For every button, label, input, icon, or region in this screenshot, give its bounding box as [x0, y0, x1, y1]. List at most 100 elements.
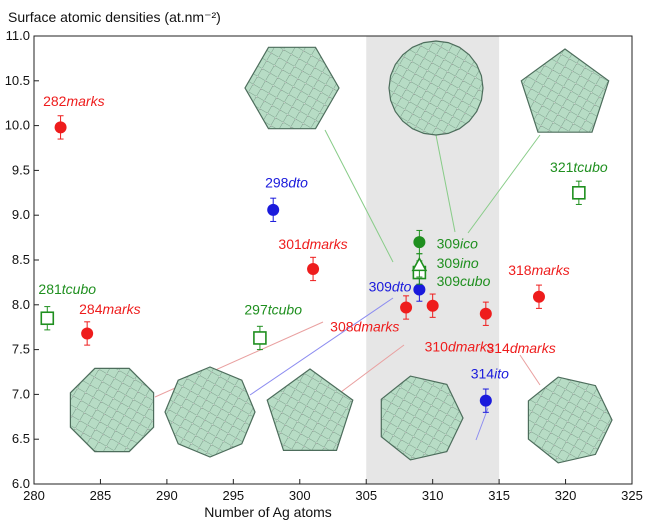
point-label-309ino: 309ino — [437, 255, 479, 271]
y-tick-label: 8.0 — [12, 297, 30, 312]
point-label-suffix: ino — [460, 255, 479, 271]
point-label-suffix: dto — [392, 278, 412, 294]
point-label-310dmarks: 310dmarks — [425, 338, 494, 354]
y-tick-label: 7.0 — [12, 386, 30, 401]
point-label-number: 321 — [550, 159, 574, 175]
y-tick-label: 10.0 — [5, 118, 30, 133]
point-label-number: 318 — [508, 262, 532, 278]
point-label-number: 301 — [278, 236, 302, 252]
y-tick-label: 9.0 — [12, 207, 30, 222]
data-point-297tcubo — [253, 331, 267, 345]
point-label-number: 309 — [437, 273, 461, 289]
point-label-number: 308 — [330, 319, 354, 335]
point-label-298dto: 298dto — [265, 174, 308, 190]
x-tick-label: 285 — [90, 488, 112, 503]
y-tick-label: 11.0 — [6, 28, 30, 43]
connector-line — [475, 407, 489, 441]
y-axis-title: Surface atomic densities (at.nm⁻²) — [8, 9, 221, 25]
point-label-suffix: cubo — [460, 273, 491, 289]
connector-line — [467, 134, 541, 234]
point-label-number: 282 — [43, 93, 67, 109]
point-label-suffix: dto — [288, 174, 308, 190]
cluster-model-image — [266, 368, 354, 451]
point-label-suffix: dmarks — [354, 319, 400, 335]
data-point-298dto — [267, 203, 280, 216]
point-label-number: 309 — [437, 255, 461, 271]
data-point-284marks — [81, 327, 94, 340]
data-point-314dmarks — [479, 307, 492, 320]
cluster-model-image — [388, 40, 484, 136]
data-point-281tcubo — [40, 311, 55, 326]
y-tick-label: 10.5 — [5, 73, 30, 88]
cluster-model-image — [69, 367, 155, 453]
connector-line — [324, 129, 394, 263]
y-tick-label: 9.5 — [12, 162, 30, 177]
data-point-309dto — [413, 283, 426, 296]
point-label-number: 281 — [38, 281, 62, 297]
data-point-314ito — [479, 394, 492, 407]
point-label-number: 310 — [425, 338, 449, 354]
point-label-suffix: ico — [460, 235, 478, 251]
y-tick-label: 6.0 — [12, 476, 30, 491]
point-label-number: 309 — [369, 278, 393, 294]
point-label-281tcubo: 281tcubo — [38, 281, 96, 297]
cluster-model-image — [164, 366, 256, 458]
cluster-model-image — [380, 375, 464, 461]
y-tick-label: 6.5 — [12, 431, 30, 446]
point-label-suffix: ito — [494, 365, 509, 381]
x-tick-label: 295 — [222, 488, 244, 503]
connector-line — [435, 134, 456, 233]
point-label-314ito: 314ito — [471, 365, 509, 381]
point-label-number: 314 — [471, 365, 495, 381]
point-label-282marks: 282marks — [43, 93, 104, 109]
data-point-309ico — [413, 236, 426, 249]
x-tick-label: 280 — [23, 488, 45, 503]
point-label-suffix: dmarks — [448, 338, 494, 354]
point-label-suffix: tcubo — [573, 159, 607, 175]
point-label-suffix: tcubo — [62, 281, 96, 297]
x-tick-label: 315 — [488, 488, 510, 503]
point-label-309ico: 309ico — [437, 235, 478, 251]
x-tick-label: 320 — [555, 488, 577, 503]
data-point-310dmarks — [426, 299, 439, 312]
point-label-309cubo: 309cubo — [437, 273, 491, 289]
x-tick-label: 300 — [289, 488, 311, 503]
connector-line — [519, 354, 541, 386]
data-point-318marks — [532, 290, 545, 303]
x-tick-label: 310 — [422, 488, 444, 503]
point-label-318marks: 318marks — [508, 262, 569, 278]
point-label-suffix: marks — [103, 301, 141, 317]
data-point-282marks — [54, 121, 67, 134]
point-label-308dmarks: 308dmarks — [330, 319, 399, 335]
point-label-number: 314 — [486, 340, 510, 356]
x-tick-label: 325 — [621, 488, 643, 503]
point-label-314dmarks: 314dmarks — [486, 340, 555, 356]
point-label-number: 284 — [79, 301, 103, 317]
data-point-308dmarks — [400, 301, 413, 314]
point-label-suffix: marks — [532, 262, 570, 278]
point-label-suffix: marks — [66, 93, 104, 109]
point-label-suffix: dmarks — [510, 340, 556, 356]
x-tick-label: 290 — [156, 488, 178, 503]
point-label-suffix: tcubo — [268, 302, 302, 318]
data-point-309ino — [411, 256, 428, 272]
x-axis-title: Number of Ag atoms — [204, 504, 332, 520]
point-label-284marks: 284marks — [79, 301, 140, 317]
point-label-number: 298 — [265, 174, 289, 190]
point-label-297tcubo: 297tcubo — [244, 302, 302, 318]
y-tick-label: 8.5 — [12, 252, 30, 267]
connector-line — [249, 297, 394, 396]
point-label-number: 309 — [437, 235, 461, 251]
data-point-321tcubo — [572, 186, 586, 200]
cluster-model-image — [244, 46, 340, 130]
y-tick-label: 7.5 — [12, 342, 30, 357]
point-label-321tcubo: 321tcubo — [550, 159, 608, 175]
connector-line — [336, 344, 405, 396]
data-point-301dmarks — [307, 262, 320, 275]
x-tick-label: 305 — [355, 488, 377, 503]
point-label-suffix: dmarks — [302, 236, 348, 252]
cluster-model-image — [520, 48, 610, 133]
cluster-model-image — [527, 376, 613, 464]
point-label-301dmarks: 301dmarks — [278, 236, 347, 252]
